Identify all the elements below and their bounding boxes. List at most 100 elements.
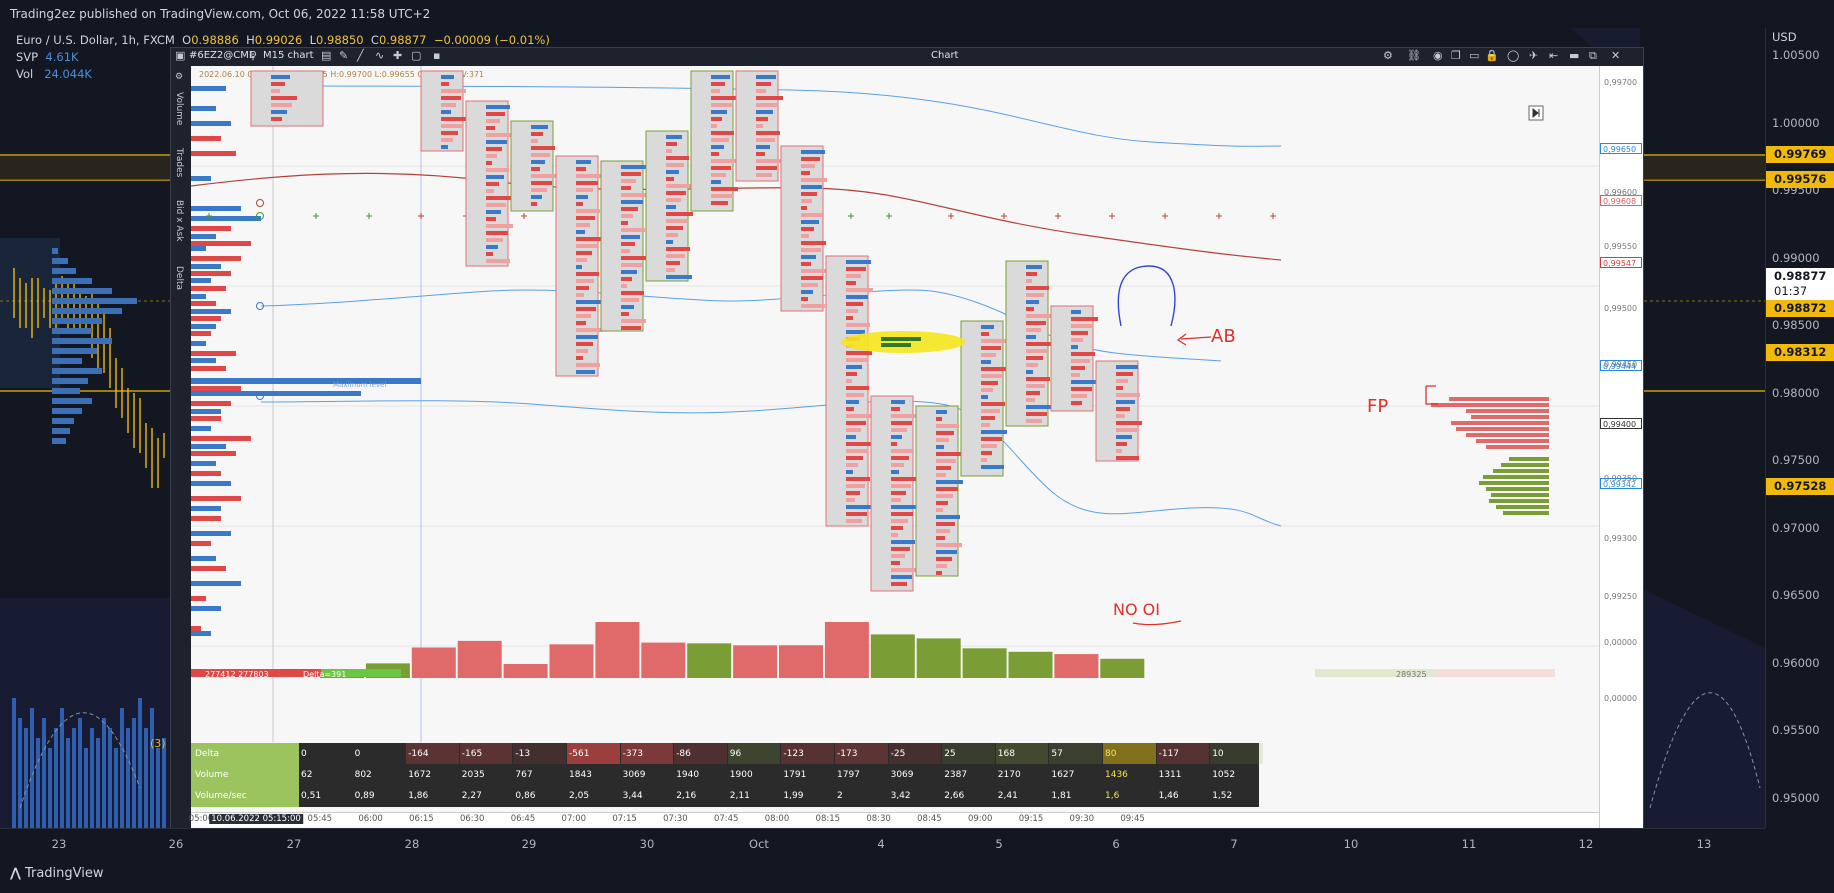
tool-settings-icon[interactable]: ⚙ (1383, 49, 1393, 62)
table-cell: 767 (515, 770, 533, 780)
open-value: 0.98886 (191, 33, 239, 47)
table-cell: -165 (461, 749, 483, 759)
inner-price-badge: 0,99650 (1600, 143, 1642, 154)
close-icon[interactable]: ✕ (1611, 49, 1621, 62)
inner-time-tick: 07:00 (561, 814, 587, 824)
table-cell: 3069 (890, 770, 914, 780)
inner-time-tick: 09:30 (1069, 814, 1095, 824)
volume-bar (1100, 658, 1145, 678)
time-tick: 10 (1343, 837, 1359, 851)
footprint-clusters (250, 70, 1142, 592)
save-icon[interactable]: ▪ (433, 49, 441, 62)
footprint-chart[interactable] (191, 66, 1599, 742)
search-icon[interactable]: ⚲ (249, 49, 258, 62)
legend-row-vol: Vol 24.044K (16, 66, 550, 83)
footprint-cluster (600, 160, 648, 332)
price-tick: 0.99000 (1772, 251, 1820, 265)
inner-time-tick: 07:30 (663, 814, 688, 824)
inner-price-axis[interactable]: 0,99700 0,99600 0,99550 0,99500 0,99450 … (1599, 66, 1643, 828)
table-cell: 1436 (1105, 770, 1128, 780)
vol-label[interactable]: Vol (16, 67, 34, 81)
side-label-trades[interactable]: Trades (174, 148, 184, 178)
side-label-volume[interactable]: Volume (174, 92, 184, 126)
settings-icon[interactable]: ⚙ (174, 72, 184, 82)
maximize-icon[interactable]: ⧉ (1589, 49, 1597, 62)
delta-total-label: Delta=391 (303, 670, 347, 679)
delta-cell-bg (1103, 743, 1156, 764)
right-total-label: 289325 (1396, 670, 1427, 679)
tradingview-logo[interactable]: ⋀ TradingView (10, 866, 104, 881)
table-cell: 1311 (1158, 770, 1182, 780)
table-cell: 1,46 (1158, 791, 1179, 801)
time-tick: 26 (168, 837, 184, 851)
inner-price-tick: 0,00000 (1604, 694, 1638, 703)
footprint-cluster (645, 130, 693, 282)
time-axis[interactable]: 23 26 27 28 29 30 Oct 4 5 6 7 10 11 12 1… (0, 828, 1765, 859)
time-tick: 11 (1461, 837, 1477, 851)
back-icon[interactable]: ⇤ (1549, 49, 1559, 62)
price-badge: 0.99769 (1766, 146, 1834, 163)
time-tick: Oct (749, 837, 769, 851)
inner-time-axis[interactable]: 05:00 10.06.2022 05:15:00 05:45 06:00 06:15 0… (189, 812, 1599, 827)
window-icon[interactable]: ▭ (1469, 49, 1480, 62)
time-tick: 29 (521, 837, 537, 851)
inner-chart-window[interactable]: ▣ #6EZ2@CME ⚲ M15 chart ▤ ✎ ╱ ∿ ✚ ▢ ▪ Ch… (170, 47, 1644, 829)
brand-name: TradingView (24, 866, 104, 881)
table-cell: -164 (408, 749, 429, 759)
table-cell: 0 (301, 749, 307, 759)
window-titlebar[interactable]: ▣ #6EZ2@CME ⚲ M15 chart ▤ ✎ ╱ ∿ ✚ ▢ ▪ Ch… (171, 48, 1643, 66)
side-label-bidask[interactable]: Bid x Ask (174, 200, 184, 242)
delta-cell-bg (1049, 743, 1102, 764)
inner-time-tick: 05:45 (307, 814, 333, 824)
link-icon[interactable]: ⛓ (1407, 49, 1421, 62)
screenshot-icon[interactable]: ◉ (1433, 49, 1443, 62)
pin-icon[interactable]: ✈ (1529, 49, 1539, 62)
annotation-ab: AB (1211, 326, 1236, 347)
price-tick: 0.98500 (1772, 318, 1820, 332)
table-cell: -373 (622, 749, 644, 759)
window-side-panel: ⚙ Volume Trades Bid x Ask Delta (171, 66, 191, 828)
inner-price-tick: 0,99550 (1604, 242, 1638, 251)
svp-label[interactable]: SVP (16, 50, 39, 64)
copy-icon[interactable]: ❐ (1451, 49, 1461, 62)
chart-type-icon[interactable]: ▤ (321, 49, 332, 62)
indicators-icon[interactable]: ∿ (375, 49, 385, 62)
price-axis[interactable]: USD 1.00500 1.00000 0.99500 0.99000 0.98… (1765, 28, 1834, 828)
volume-bar (824, 622, 869, 678)
time-tick: 13 (1696, 837, 1712, 851)
table-cell: 2,16 (676, 791, 697, 801)
volume-bar (1054, 654, 1099, 678)
side-label-delta[interactable]: Delta (174, 266, 184, 291)
table-cell: 0,51 (301, 791, 322, 801)
table-cell: 802 (354, 770, 372, 780)
table-cell: -13 (515, 749, 531, 759)
delta-cell-bg (567, 743, 620, 764)
table-cell: 1,52 (1212, 791, 1233, 801)
symbol-name[interactable]: Euro / U.S. Dollar, 1h, FXCM (16, 33, 175, 47)
window-interval[interactable]: M15 chart (263, 50, 314, 61)
inner-time-tick: 06:00 (358, 814, 383, 824)
layout-icon[interactable]: ▢ (411, 49, 422, 62)
table-cell: -117 (1158, 749, 1180, 759)
lock-icon[interactable]: 🔒 (1485, 49, 1499, 62)
window-symbol[interactable]: #6EZ2@CME (189, 50, 256, 61)
table-cell: 2,05 (569, 791, 590, 801)
svp-value: 4.61K (45, 50, 79, 64)
marker-label: (3) (150, 737, 166, 750)
inner-time-tick: 08:15 (815, 814, 841, 824)
inner-price-tick: 0,99700 (1604, 78, 1638, 87)
crosshair-icon[interactable]: ✚ (393, 49, 403, 62)
draw-icon[interactable]: ✎ (339, 49, 349, 62)
table-cell: 2 (837, 791, 843, 801)
minimize-icon[interactable]: ▬ (1569, 49, 1580, 62)
time-tick: 4 (877, 837, 885, 851)
inner-time-tick: 06:45 (510, 814, 536, 824)
volume-bar (641, 642, 686, 678)
table-cell: 2387 (944, 770, 968, 780)
inner-price-tick: 0,99500 (1604, 304, 1638, 313)
window-menu-icon[interactable]: ▣ (175, 49, 186, 62)
color-icon[interactable]: ◯ (1507, 49, 1520, 62)
table-cell: 2,66 (944, 791, 965, 801)
time-tick: 30 (639, 837, 655, 851)
line-tool-icon[interactable]: ╱ (357, 49, 364, 62)
